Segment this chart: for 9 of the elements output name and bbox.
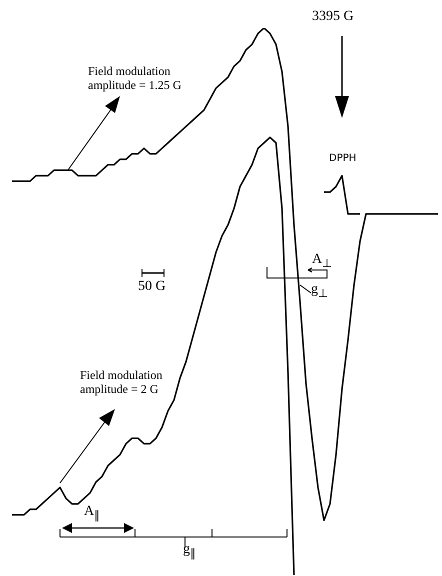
annotation: Field modulation amplitude = 2 G (80, 368, 164, 396)
annotation: g$_{⊥}$ (311, 282, 328, 301)
text: 3395 G (312, 9, 354, 24)
annotation: 50 G (138, 279, 166, 294)
annotation: DPPH (329, 152, 356, 166)
annotation: Field modulation amplitude = 1.25 G (88, 64, 182, 92)
annotation: g$_{∥}$ (183, 542, 196, 561)
annotation: A$_{∥}$ (84, 504, 100, 523)
annotation: A$_{⊥}$ (312, 252, 332, 271)
